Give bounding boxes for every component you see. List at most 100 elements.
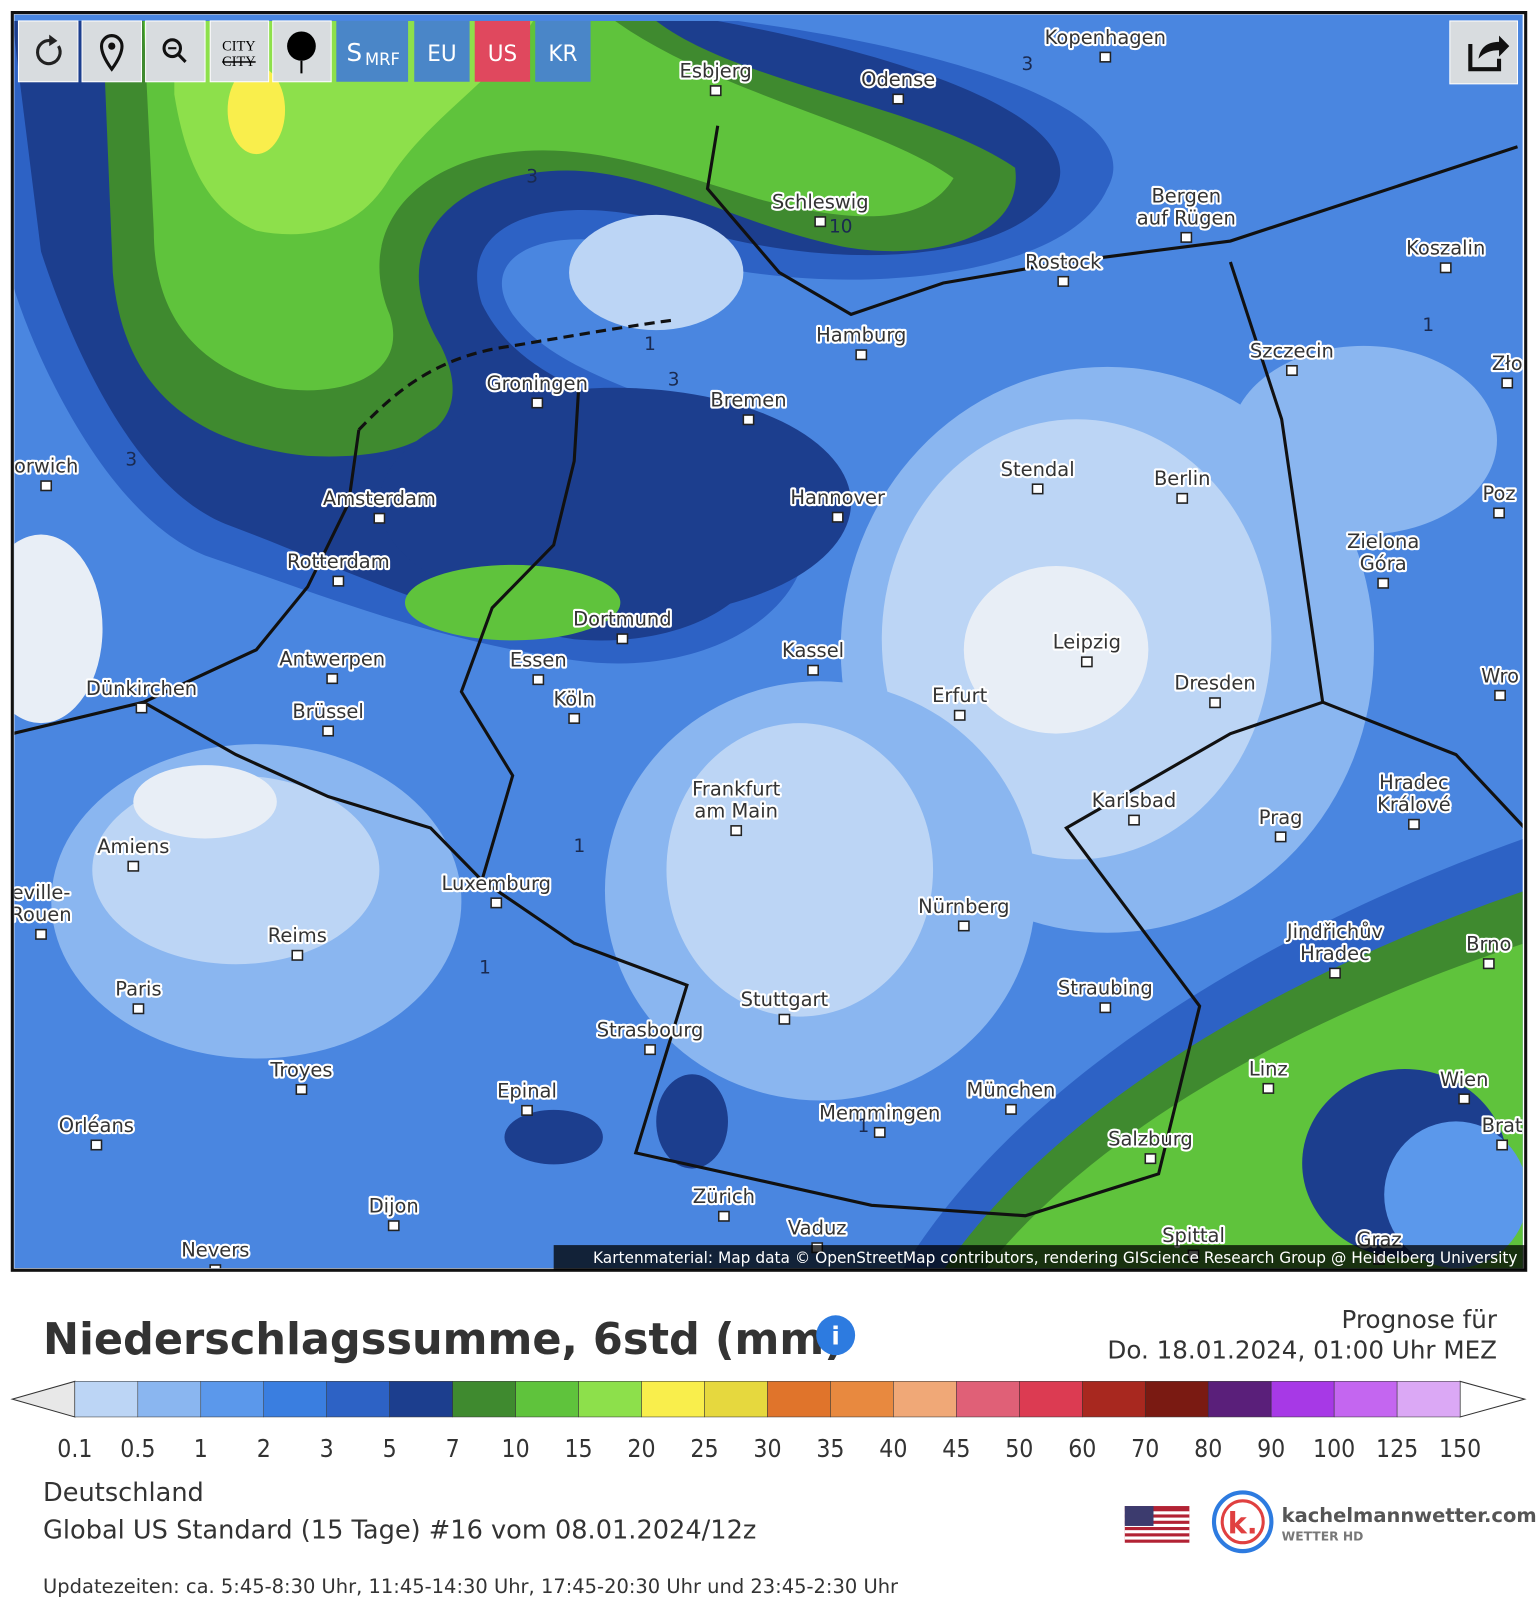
city-marker [953, 709, 966, 721]
city-marker [521, 1104, 533, 1116]
location-button[interactable] [81, 20, 143, 83]
city-marker [1329, 967, 1341, 979]
update-times: Updatezeiten: ca. 5:45-8:30 Uhr, 11:45-1… [43, 1575, 899, 1598]
city-label: Dijon [369, 1194, 419, 1217]
contour-label: 1 [1422, 315, 1434, 336]
city-label-struck: CITY [222, 54, 256, 70]
city-label: Strasbourg [597, 1018, 704, 1041]
scale-tick-label: 7 [446, 1434, 460, 1463]
city-marker [322, 725, 335, 737]
city-marker [742, 414, 755, 426]
kr-button[interactable]: KR [535, 20, 591, 82]
city-marker [1176, 492, 1189, 504]
city-label: Dresden [1174, 671, 1255, 694]
scale-segment [578, 1381, 642, 1418]
coastline [14, 429, 361, 735]
zoom-button[interactable] [145, 20, 206, 83]
brand-logo: k. kachelmannwetter.com WETTER HD [1211, 1490, 1537, 1554]
city-marker [35, 928, 47, 940]
city-marker [127, 860, 140, 872]
scale-segment [326, 1381, 390, 1418]
scale-segment [1019, 1381, 1083, 1418]
legend-title: Niederschlagssumme, 6std (mm) [43, 1315, 844, 1366]
balloon-button[interactable] [272, 20, 332, 83]
city-marker [778, 1013, 791, 1025]
city-label: Góra [1360, 552, 1407, 575]
forecast-label: Prognose für [1342, 1305, 1498, 1334]
scale-segment [74, 1381, 139, 1418]
smrf-button[interactable]: S MRF [336, 20, 409, 82]
eu-button[interactable]: EU [414, 20, 470, 82]
city-label: Wien [1440, 1068, 1489, 1091]
scale-tick-label: 25 [690, 1434, 718, 1463]
share-button[interactable] [1449, 20, 1519, 85]
brand-sub: WETTER HD [1282, 1529, 1364, 1544]
logo-mark: k. [1228, 1506, 1258, 1540]
border [142, 700, 483, 882]
scale-tick-label: 0.1 [57, 1434, 92, 1463]
scale-segment [200, 1381, 265, 1418]
border [1322, 700, 1523, 829]
city-label: Jindřichův [1285, 920, 1383, 943]
scale-arrow-low [10, 1380, 76, 1418]
scale-tick-label: 35 [816, 1434, 844, 1463]
scale-segment [893, 1381, 957, 1418]
city-marker [1180, 231, 1193, 243]
city-marker [807, 664, 819, 676]
scale-tick-label: 125 [1376, 1434, 1418, 1463]
info-button[interactable]: i [816, 1315, 856, 1356]
city-label: Frankfurt [692, 777, 780, 800]
city-marker [814, 216, 827, 228]
city-marker [1005, 1103, 1017, 1115]
scale-tick-label: 1 [194, 1434, 208, 1463]
coastline [705, 125, 1518, 317]
city-toggle-button[interactable]: CITY CITY [209, 20, 270, 83]
city-label: Bremen [710, 388, 786, 411]
city-marker [1080, 656, 1093, 668]
precip-area [569, 214, 744, 331]
eu-label: EU [427, 42, 456, 67]
city-marker [209, 1264, 222, 1269]
precip-area [963, 565, 1149, 734]
region: Deutschland [43, 1478, 204, 1508]
precip-area [504, 1109, 603, 1165]
contour-label: 1 [644, 334, 656, 355]
city-marker [332, 575, 345, 587]
city-marker [532, 674, 545, 686]
city-label: Brat [1482, 1114, 1523, 1137]
scale-segment [389, 1381, 453, 1418]
contour-label: 3 [526, 166, 538, 187]
scale-tick-label: 90 [1257, 1434, 1285, 1463]
city-label: Hradec [1300, 942, 1370, 965]
city-label: Karlsbad [1092, 789, 1177, 812]
city-marker [644, 1044, 656, 1056]
city-marker [40, 480, 53, 492]
contour-label: 10 [829, 216, 852, 237]
color-scale: 0.1 0.5 1 2 3 5 7 10 15 20 25 30 35 40 45 50 60 70 80 90 100… [10, 1380, 1527, 1463]
city-marker [387, 1220, 400, 1232]
scale-tick-label: 100 [1313, 1434, 1355, 1463]
city-marker [1057, 275, 1070, 287]
us-button[interactable]: US [474, 20, 531, 82]
scale-tick-label: 30 [753, 1434, 781, 1463]
city-label: Rouen [10, 903, 71, 926]
us-label: US [488, 42, 517, 67]
city-marker [1099, 51, 1112, 63]
city-marker [957, 920, 970, 932]
reload-button[interactable] [17, 20, 79, 83]
kr-label: KR [548, 42, 577, 67]
contour-label: 1 [857, 1116, 869, 1137]
city-marker [490, 897, 503, 909]
contour-label: 3 [1022, 54, 1034, 75]
forecast-time: Do. 18.01.2024, 01:00 Uhr MEZ [1107, 1335, 1497, 1364]
scale-segment [704, 1381, 768, 1418]
model-run: Global US Standard (15 Tage) #16 vom 08.… [43, 1515, 756, 1545]
scale-segment [515, 1381, 579, 1418]
scale-segment [1082, 1381, 1146, 1418]
city-marker [1494, 689, 1506, 701]
city-marker [1439, 262, 1452, 274]
city-label: Memmingen [819, 1101, 940, 1124]
city-marker [1501, 377, 1514, 389]
city-label: Reims [268, 924, 327, 947]
